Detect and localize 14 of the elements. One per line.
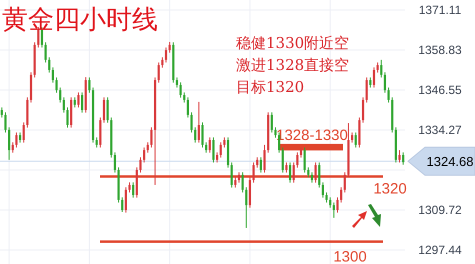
ref-line-label: 1324.68 <box>426 154 474 170</box>
ref-line-label: 1300 <box>333 248 367 264</box>
y-tick-label: 1334.27 <box>418 122 462 137</box>
y-tick-label: 1309.72 <box>418 202 462 217</box>
chart-title: 黄金四小时线 <box>2 5 158 35</box>
y-tick-label: 1346.55 <box>418 83 462 97</box>
annotation: 稳健1330附近空 <box>236 34 350 52</box>
y-tick-label: 1297.44 <box>418 242 462 257</box>
price-tag: 1324.68 <box>407 146 475 176</box>
annotation: 目标1320 <box>236 78 304 96</box>
y-tick-label: 1358.83 <box>418 43 462 57</box>
ref-line-label: 1320 <box>373 180 407 198</box>
y-tick-label: 1371.11 <box>418 3 462 17</box>
annotation: 激进1328直接空 <box>236 56 350 74</box>
